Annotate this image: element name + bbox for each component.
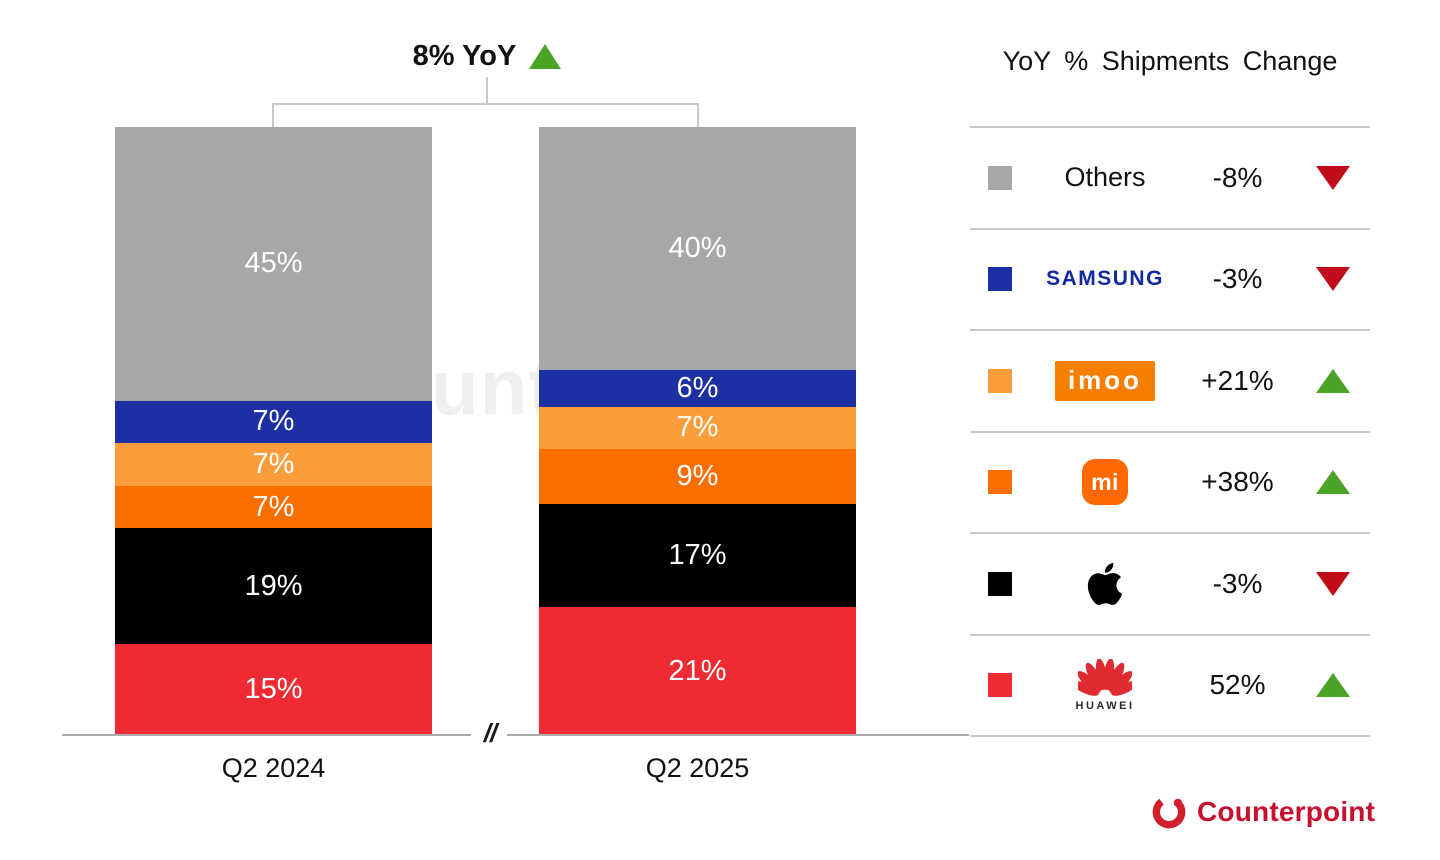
counterpoint-wordmark: Counterpoint — [1197, 796, 1376, 827]
bar-segment-apple: 17% — [539, 503, 856, 608]
bar-segment-xiaomi: 9% — [539, 449, 856, 504]
x-axis-line — [62, 734, 471, 736]
counterpoint-logo-mark — [1152, 795, 1186, 829]
bar-segment-imoo: 7% — [115, 443, 432, 486]
up-triangle-icon — [1315, 368, 1350, 393]
segment-label: 7% — [676, 411, 719, 444]
bar-segment-imoo: 7% — [539, 406, 856, 450]
xiaomi-color-swatch — [988, 470, 1012, 495]
xiaomi-mi-logo: mi — [1082, 459, 1128, 506]
huawei-logo: HUAWEI — [1075, 658, 1135, 712]
segment-label: 7% — [252, 447, 295, 480]
x-axis-label-q2-2024: Q2 2024 — [221, 753, 326, 783]
x-axis-label-q2-2025: Q2 2025 — [645, 753, 750, 783]
segment-label: 40% — [668, 232, 727, 265]
segment-label: 9% — [676, 460, 719, 493]
down-triangle-icon — [1315, 267, 1350, 292]
apple-color-swatch — [988, 571, 1012, 596]
bar-segment-samsung: 6% — [539, 370, 856, 407]
bar-segment-huawei: 21% — [539, 607, 856, 736]
bar-segment-samsung: 7% — [115, 400, 432, 444]
apple-change: -3% — [1212, 567, 1263, 599]
legend-table: Others -8% SAMSUNG -3% imoo +21% mi +38% — [970, 126, 1370, 737]
samsung-logo: SAMSUNG — [1046, 267, 1164, 291]
segment-label: 45% — [244, 247, 303, 280]
bar-q2-2025: 40% 6% 7% 9% 17% 21% — [539, 127, 856, 736]
legend-row-samsung: SAMSUNG -3% — [970, 227, 1370, 330]
up-triangle-icon — [529, 44, 562, 69]
up-triangle-icon — [1315, 673, 1350, 698]
legend-row-apple: -3% — [970, 532, 1370, 634]
huawei-change: 52% — [1209, 669, 1266, 701]
others-color-swatch — [988, 165, 1012, 190]
segment-label: 7% — [252, 405, 295, 438]
bracket-line — [486, 77, 488, 104]
legend-title: YoY % Shipments Change — [1002, 46, 1338, 76]
segment-label: 6% — [676, 371, 719, 404]
samsung-color-swatch — [988, 267, 1012, 292]
bracket-line — [272, 104, 274, 127]
segment-label: 7% — [252, 490, 295, 523]
legend-row-huawei: HUAWEI 52% — [970, 633, 1370, 736]
total-yoy-label: 8% YoY — [412, 40, 517, 72]
segment-label: 21% — [668, 654, 727, 687]
down-triangle-icon — [1315, 571, 1350, 596]
huawei-wordmark: HUAWEI — [1075, 699, 1135, 712]
segment-label: 19% — [244, 569, 303, 602]
bar-segment-apple: 19% — [115, 528, 432, 644]
legend-row-others: Others -8% — [970, 126, 1370, 228]
bar-segment-others: 45% — [115, 127, 432, 401]
huawei-flower-icon — [1078, 658, 1132, 696]
segment-label: 17% — [668, 539, 727, 572]
segment-label: 15% — [244, 672, 303, 705]
others-label: Others — [1064, 162, 1146, 193]
others-change: -8% — [1212, 161, 1263, 193]
chart-title: 8% YoY — [360, 40, 614, 73]
bar-segment-xiaomi: 7% — [115, 485, 432, 529]
counterpoint-logo: Counterpoint — [1150, 793, 1375, 831]
down-triangle-icon — [1315, 165, 1350, 190]
apple-logo — [1087, 562, 1123, 605]
bracket-line — [697, 104, 699, 127]
imoo-color-swatch — [988, 368, 1012, 393]
xiaomi-change: +38% — [1201, 466, 1274, 498]
legend-row-xiaomi: mi +38% — [970, 430, 1370, 533]
up-triangle-icon — [1315, 470, 1350, 495]
legend-row-imoo: imoo +21% — [970, 329, 1370, 431]
imoo-logo: imoo — [1055, 360, 1155, 401]
axis-break-symbol: // — [483, 718, 497, 748]
bracket-line — [272, 103, 699, 105]
imoo-change: +21% — [1201, 364, 1274, 396]
x-axis-line — [507, 734, 969, 736]
huawei-color-swatch — [988, 673, 1012, 698]
bar-segment-others: 40% — [539, 127, 856, 371]
bar-q2-2024: 45% 7% 7% 7% 19% 15% — [115, 127, 432, 735]
samsung-change: -3% — [1212, 263, 1263, 295]
bar-segment-huawei: 15% — [115, 643, 432, 735]
